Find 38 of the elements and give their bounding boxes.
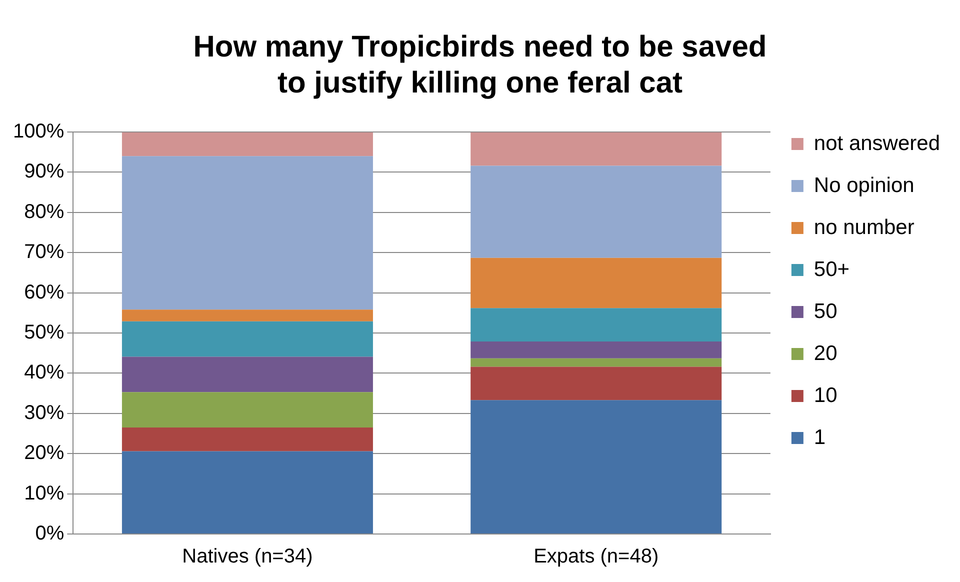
legend-label: 20 [814, 342, 838, 365]
bar [122, 356, 373, 392]
bar [470, 366, 722, 400]
bar [470, 258, 722, 308]
y-tick-label: 10% [24, 482, 64, 504]
y-tick-label: 100% [12, 120, 64, 143]
y-tick-label: 80% [24, 200, 64, 223]
bar [122, 427, 373, 452]
chart-title: How many Tropicbirds need to be saved to justify killing one feral cat [193, 30, 767, 100]
x-tick-label: Expats (n=48) [534, 546, 659, 568]
y-tick-label: 50% [24, 322, 64, 344]
bar [470, 308, 722, 342]
legend-label: no number [814, 216, 914, 239]
y-tick-label: 60% [24, 281, 64, 304]
bar [122, 451, 373, 534]
bar [122, 392, 373, 428]
y-tick-label: 40% [24, 362, 64, 384]
bar [470, 358, 722, 367]
bar [470, 400, 722, 534]
bar [470, 341, 722, 358]
y-tick-label: 20% [24, 442, 64, 464]
legend-label: 10 [814, 384, 838, 407]
bar [122, 321, 373, 357]
legend-label: 1 [814, 426, 826, 449]
y-tick-label: 90% [24, 160, 64, 183]
bar [122, 132, 373, 156]
bar [122, 156, 373, 310]
bar [122, 310, 373, 322]
y-tick-label: 30% [24, 402, 64, 424]
bar [470, 132, 722, 166]
legend-label: not answered [814, 132, 940, 155]
y-tick-label: 70% [24, 241, 64, 264]
x-tick-label: Natives (n=34) [182, 546, 313, 568]
y-tick-label: 0% [35, 522, 64, 545]
bar [470, 166, 722, 258]
legend-label: No opinion [814, 174, 914, 197]
legend-label: 50 [814, 300, 838, 323]
legend-label: 50+ [814, 258, 850, 281]
